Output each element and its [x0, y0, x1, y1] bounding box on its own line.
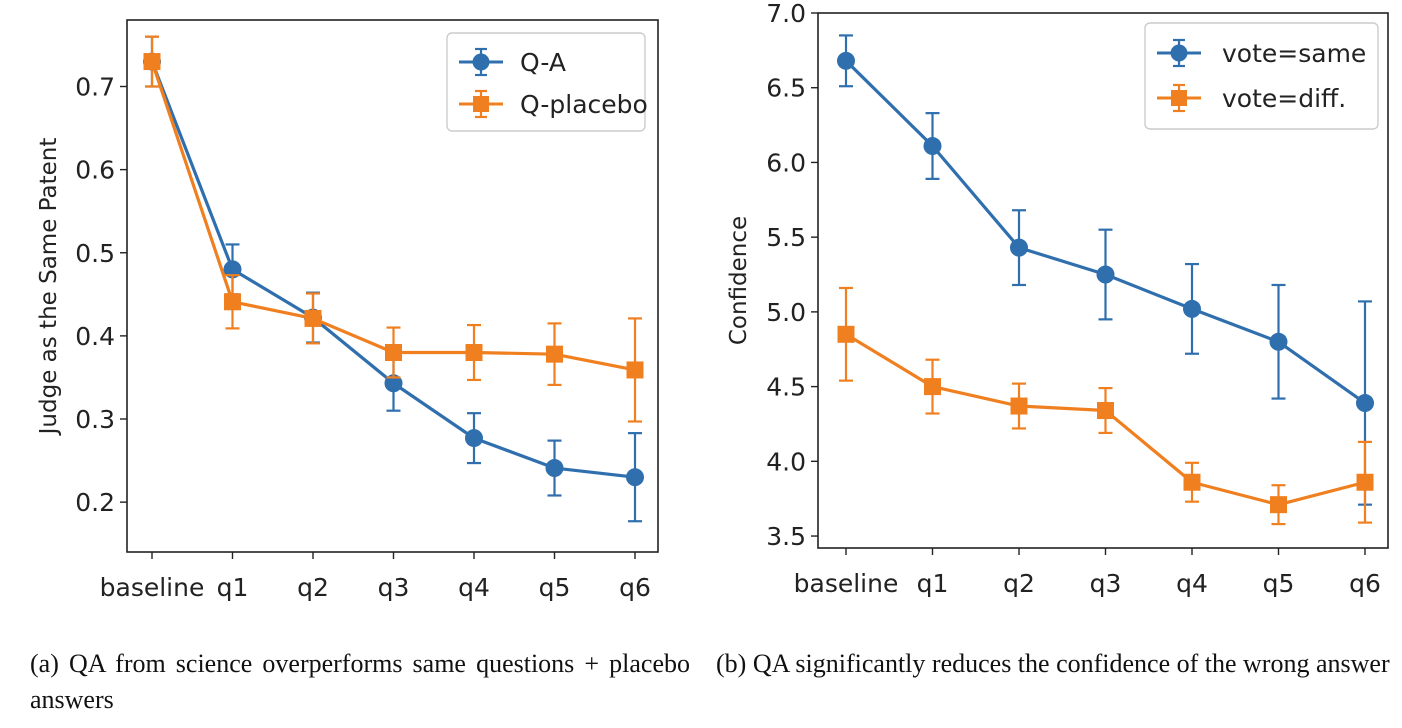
legend-marker	[472, 53, 490, 71]
caption-b: (b) QA significantly reduces the confide…	[716, 649, 1390, 678]
legend-b: vote=same vote=diff.	[1144, 22, 1379, 130]
data-point	[626, 361, 644, 379]
series-a-1	[143, 35, 644, 423]
chart-a: 0.2 0.3 0.4 0.5 0.6 0.7 baseline q1 q2 q3 q4 q5 q6 Ju…	[36, 19, 659, 602]
legend-marker	[473, 96, 489, 112]
y-tick-label-a: 0.5	[75, 239, 115, 268]
data-point	[465, 429, 483, 448]
x-tick-label-b: q5	[1263, 569, 1295, 598]
x-tick-label-a: q5	[539, 573, 571, 602]
data-point	[465, 344, 483, 361]
data-point	[1183, 473, 1201, 491]
legend-marker	[1170, 44, 1188, 62]
legend-label: Q-A	[520, 48, 566, 77]
caption-a: (a) QA from science overperforms same qu…	[30, 649, 690, 714]
y-tick-label-a: 0.4	[75, 322, 115, 351]
data-point	[837, 51, 855, 70]
data-point	[1096, 265, 1115, 284]
figure-canvas: 0.2 0.3 0.4 0.5 0.6 0.7 baseline q1 q2 q3 q4 q5 q6 Ju…	[36, 0, 1389, 602]
plot-frame-b	[817, 12, 1389, 549]
series-b-0	[837, 34, 1374, 506]
data-point	[384, 374, 403, 393]
legend-marker	[1171, 90, 1187, 106]
chart-b: 3.5 4.0 4.5 5.0 5.5 6.0 6.5 7.0 baseline q1 q2 q3 q4…	[726, 0, 1389, 598]
data-point	[1356, 473, 1374, 491]
data-point	[1356, 394, 1374, 413]
x-tick-label-a: q3	[378, 573, 410, 602]
y-tick-label-b: 4.5	[766, 373, 806, 402]
data-point	[143, 53, 161, 71]
y-tick-label-a: 0.6	[75, 156, 115, 185]
y-tick-label-b: 6.0	[766, 148, 806, 177]
x-tick-label-b: q4	[1176, 569, 1208, 598]
data-point	[1097, 402, 1114, 420]
y-tick-label-a: 0.2	[75, 488, 115, 517]
data-point	[223, 260, 242, 279]
y-tick-label-b: 6.5	[766, 74, 806, 103]
data-point	[385, 344, 402, 361]
x-tick-label-a: baseline	[100, 573, 205, 602]
y-tick-label-b: 5.5	[766, 223, 806, 252]
legend-label: Q-placebo	[520, 90, 648, 119]
x-tick-label-a: q1	[217, 573, 249, 602]
x-tick-label-b: q1	[917, 569, 949, 598]
x-tick-label-b: q6	[1349, 569, 1381, 598]
data-point	[545, 459, 564, 478]
data-point	[1183, 299, 1201, 318]
data-point	[923, 137, 942, 156]
legend-box-a	[446, 32, 646, 132]
y-tick-label-a: 0.7	[75, 73, 115, 102]
y-tick-label-b: 7.0	[766, 0, 806, 28]
data-point	[224, 293, 241, 311]
legend-box-b	[1144, 22, 1379, 130]
legend-label: vote=same	[1222, 39, 1366, 68]
x-tick-label-b: q3	[1090, 569, 1122, 598]
series-b-1	[837, 286, 1374, 526]
data-point	[546, 345, 563, 363]
data-point	[924, 378, 941, 396]
y-tick-label-b: 3.5	[766, 522, 806, 551]
y-axis-label-b: Confidence	[726, 216, 752, 345]
data-point	[837, 325, 855, 343]
plot-frame-a	[126, 19, 659, 553]
y-tick-label-b: 5.0	[766, 298, 806, 327]
y-tick-label-a: 0.3	[75, 405, 115, 434]
x-tick-label-a: q4	[458, 573, 490, 602]
data-point	[1010, 238, 1028, 257]
y-tick-label-b: 4.0	[766, 447, 806, 476]
legend-a: Q-A Q-placebo	[446, 32, 648, 132]
data-point	[304, 309, 322, 327]
data-point	[1010, 397, 1028, 415]
x-tick-label-a: q2	[297, 573, 329, 602]
data-point	[1269, 332, 1288, 351]
legend-label: vote=diff.	[1222, 84, 1346, 113]
y-axis-label-a: Judge as the Same Patent	[36, 138, 62, 437]
x-tick-label-b: q2	[1003, 569, 1035, 598]
x-tick-label-b: baseline	[794, 569, 899, 598]
x-tick-label-a: q6	[619, 573, 651, 602]
data-point	[626, 468, 644, 487]
data-point	[1270, 496, 1287, 514]
